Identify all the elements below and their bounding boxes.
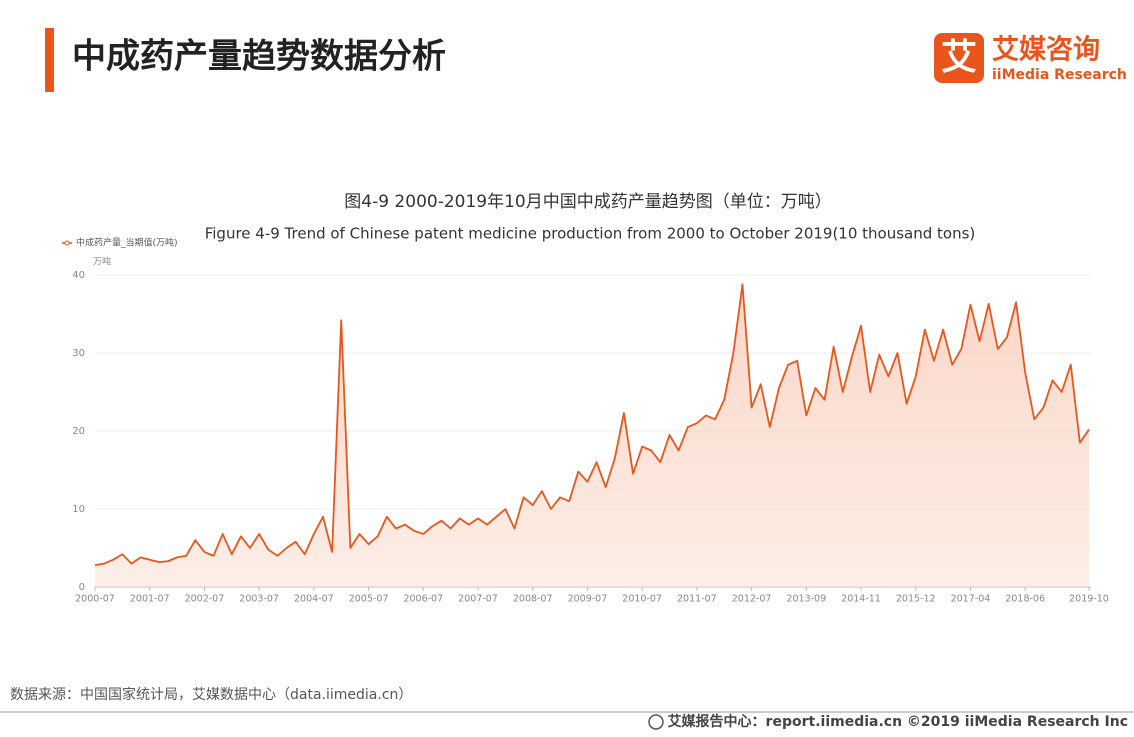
x-tick-label: 2007-07	[458, 594, 498, 605]
y-tick-label: 10	[72, 504, 85, 515]
logo-mark: 艾	[941, 37, 977, 78]
area-fill	[95, 284, 1089, 587]
x-tick-label: 2012-07	[732, 594, 772, 605]
logo-en: iiMedia Research	[992, 67, 1127, 83]
y-tick-label: 20	[72, 426, 85, 437]
logo-box	[934, 33, 984, 83]
title-bar	[45, 28, 54, 92]
x-tick-label: 2018-06	[1005, 594, 1045, 605]
x-tick-label: 2009-07	[568, 594, 608, 605]
x-tick-label: 2005-07	[349, 594, 389, 605]
x-tick-label: 2013-09	[786, 594, 826, 605]
series-line	[94, 283, 1090, 567]
x-tick-label: 2001-07	[130, 594, 170, 605]
logo-name: 艾媒咨询	[992, 34, 1100, 66]
page-title: 中成药产量趋势数据分析	[72, 37, 446, 77]
x-tick-label: 2010-07	[622, 594, 662, 605]
source: 数据来源：中国国家统计局，艾媒数据中心（data.iimedia.cn）	[10, 686, 412, 703]
x-tick-label: 2014-11	[841, 594, 881, 605]
plot: 0 10 20 30 40 2000-07 2001-07 2002-07 2003-07 200…	[72, 270, 1109, 605]
x-tick-label: 2008-07	[513, 594, 553, 605]
x-tick-label: 2003-07	[239, 594, 279, 605]
footer: 艾媒报告中心：report.iimedia.cn ©2019 iiMedia R…	[668, 713, 1128, 730]
x-tick-label: 2015-12	[896, 594, 936, 605]
y-tick-label: 0	[79, 582, 85, 593]
y-tick-label: 30	[72, 348, 85, 359]
chart-title: 图4-9 2000-2019年10月中国中成药产量趋势图（单位：万吨）	[344, 192, 831, 212]
chart-subtitle: Figure 4-9 Trend of Chinese patent medic…	[205, 225, 976, 243]
legend-dot	[64, 240, 70, 246]
legend-label: 中成药产量_当期值(万吨)	[76, 237, 178, 249]
y-unit: 万吨	[93, 256, 111, 268]
x-tick-label: 2004-07	[294, 594, 334, 605]
x-tick-label: 2011-07	[677, 594, 717, 605]
x-tick-label: 2019-10	[1069, 594, 1109, 605]
x-tick-label: 2006-07	[403, 594, 443, 605]
footer-icon	[648, 714, 664, 730]
x-tick-label: 2002-07	[185, 594, 225, 605]
x-tick-label: 2000-07	[75, 594, 115, 605]
x-tick-label: 2017-04	[951, 594, 991, 605]
y-tick-label: 40	[72, 270, 85, 281]
